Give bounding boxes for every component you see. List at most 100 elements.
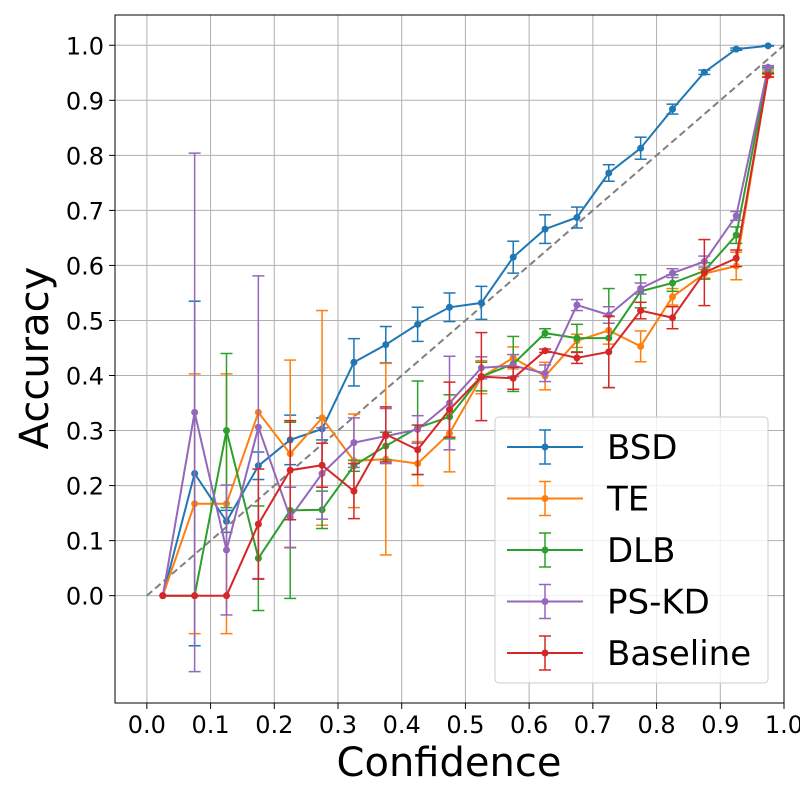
baseline-point: [414, 446, 422, 454]
dlb-point: [669, 279, 676, 287]
series-layer: [159, 42, 775, 673]
ps-kd-point: [669, 269, 676, 277]
legend-item-bsd: BSD: [507, 428, 678, 468]
legend-label: BSD: [607, 428, 678, 468]
bsd-point: [669, 105, 676, 113]
legend-marker: [541, 443, 549, 451]
legend-label: DLB: [607, 531, 675, 571]
legend-marker: [541, 495, 549, 502]
bsd-point: [477, 299, 485, 307]
ps-kd-point: [254, 423, 262, 431]
baseline-point: [350, 487, 358, 495]
baseline-point: [318, 461, 326, 469]
x-tick-label: 0.3: [319, 711, 357, 739]
bsd-point: [732, 45, 740, 53]
bsd-point: [350, 358, 358, 366]
y-tick-label: 0.6: [66, 252, 104, 280]
y-tick-label: 0.5: [66, 307, 104, 335]
ps-kd-point: [573, 301, 581, 309]
series-ps-kd: [159, 63, 775, 673]
y-tick-label: 0.4: [66, 363, 104, 391]
baseline-point: [159, 592, 167, 600]
plot-frame: [114, 14, 785, 704]
baseline-point: [382, 430, 390, 438]
bsd-point: [637, 144, 645, 152]
x-tick-label: 0.8: [637, 711, 675, 739]
te-point: [637, 342, 645, 350]
x-tick-label: 0.2: [255, 711, 293, 739]
y-tick-label: 0.8: [66, 142, 104, 170]
bsd-point: [700, 68, 708, 76]
baseline-point: [573, 354, 581, 362]
dlb-point: [573, 334, 581, 342]
bsd-point: [446, 303, 453, 311]
legend-label: PS-KD: [607, 583, 710, 623]
y-tick-label: 0.0: [66, 583, 104, 611]
y-axis-ticks: 0.0 0.1 0.2 0.3 0.4 0.5 0.6 0.7 0.8 0.9 1.0: [66, 32, 115, 611]
legend-box: [494, 416, 769, 684]
legend: BSD TE DLB PS-KD Baseline: [494, 416, 769, 684]
baseline-point: [541, 347, 549, 355]
bsd-point: [509, 253, 517, 261]
y-tick-label: 0.9: [66, 87, 104, 115]
y-tick-label: 0.1: [66, 528, 104, 556]
ps-kd-point: [764, 63, 772, 71]
x-tick-label: 0.0: [128, 711, 166, 739]
baseline-point: [446, 406, 453, 414]
x-tick-label: 0.7: [574, 711, 612, 739]
legend-marker: [541, 546, 549, 554]
baseline-point: [605, 348, 613, 356]
legend-marker: [541, 598, 549, 605]
ps-kd-line: [161, 67, 770, 596]
baseline-point: [254, 520, 262, 528]
legend-item-baseline: Baseline: [507, 634, 751, 674]
legend-item-te: TE: [507, 480, 649, 520]
y-axis-title: Accuracy: [12, 267, 58, 450]
baseline-point: [669, 314, 676, 322]
ps-kd-point: [541, 369, 549, 377]
ps-kd-point: [637, 285, 645, 293]
te-point: [669, 293, 676, 301]
ps-kd-point: [732, 212, 740, 220]
dlb-line: [162, 69, 770, 597]
bsd-point: [382, 341, 390, 349]
x-axis-ticks: 0.0 0.1 0.2 0.3 0.4 0.5 0.6 0.7 0.8 0.9 1.0: [128, 703, 800, 739]
x-tick-label: 0.9: [701, 711, 739, 739]
baseline-point: [732, 254, 740, 262]
legend-label: TE: [606, 480, 649, 520]
baseline-line: [162, 75, 770, 597]
baseline-point: [509, 374, 517, 382]
x-tick-label: 0.5: [446, 711, 484, 739]
baseline-point: [477, 373, 485, 381]
perfect-calibration-line: [146, 44, 785, 597]
x-tick-label: 0.1: [191, 711, 229, 739]
x-axis-title: Confidence: [337, 740, 562, 786]
ps-kd-point: [350, 439, 358, 447]
te-line: [161, 73, 770, 597]
y-tick-label: 0.2: [66, 473, 104, 501]
x-tick-label: 0.4: [383, 711, 421, 739]
baseline-point: [637, 307, 645, 315]
x-tick-label: 1.0: [765, 711, 800, 739]
y-tick-label: 0.7: [66, 197, 104, 225]
baseline-point: [223, 592, 230, 600]
x-tick-label: 0.6: [510, 711, 548, 739]
baseline-point: [700, 269, 708, 277]
bsd-point: [414, 320, 422, 328]
legend-label: Baseline: [607, 634, 751, 674]
baseline-point: [191, 592, 199, 600]
bsd-line: [161, 44, 769, 596]
bsd-point: [605, 169, 613, 177]
dlb-point: [223, 427, 230, 435]
bsd-point: [573, 214, 581, 222]
y-tick-label: 0.3: [66, 418, 104, 446]
legend-item-dlb: DLB: [507, 531, 675, 571]
te-point: [318, 414, 326, 422]
ps-kd-point: [191, 408, 199, 416]
bsd-point: [541, 225, 549, 233]
dlb-point: [732, 231, 740, 239]
baseline-point: [764, 72, 772, 80]
legend-marker: [541, 649, 549, 657]
ps-kd-point: [223, 546, 230, 554]
